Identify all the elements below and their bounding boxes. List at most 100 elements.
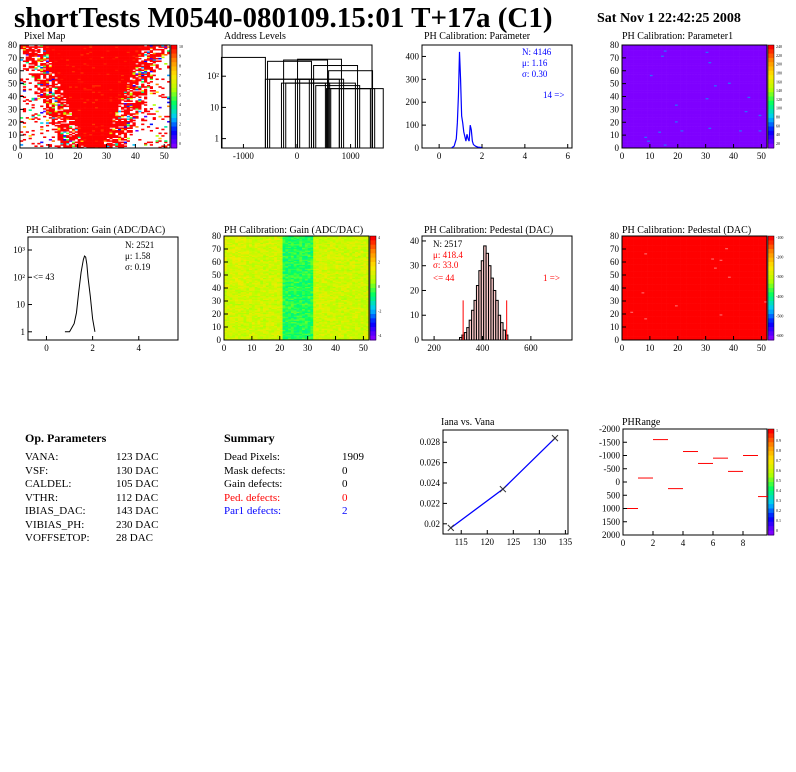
heat-cell [167,52,171,55]
heat-cell [152,61,156,64]
heat-cell [630,79,634,82]
heat-cell [48,66,53,69]
heat-cell [51,140,55,142]
heat-cell [638,66,642,69]
heat-cell [627,61,631,64]
heat-cell [112,96,116,99]
heat-cell [655,73,659,75]
heat-cell [63,87,67,90]
heat-cell [655,66,659,69]
heat-cell [51,46,55,48]
heat-cell [622,65,626,68]
heat-cell [672,140,676,142]
heat-cell [661,61,665,64]
heat-cell [138,87,142,90]
heat-cell [677,99,681,101]
heat-cell [74,124,78,127]
heat-cell [92,93,96,96]
heat-cell [624,54,628,56]
heat-cell [691,79,695,82]
heat-cell [686,111,690,114]
heat-cell [80,83,84,86]
heat-cell [95,105,99,108]
heat-cell [69,50,73,52]
heat-cell [649,140,653,142]
heat-cell [677,52,681,55]
heat-cell [118,60,122,63]
heat-cell [74,45,78,47]
heat-cell [688,101,693,104]
heat-cell [69,73,73,75]
heat-cell [669,136,673,138]
heat-cell [691,101,695,104]
heat-cell [43,55,47,57]
heat-cell [25,54,29,56]
heat-cell [630,108,634,110]
heat-cell [627,114,631,117]
heat-cell [666,47,670,50]
heat-cell [672,50,676,52]
heat-cell [649,114,653,117]
heat-cell [622,84,626,87]
heat-cell [103,70,107,73]
heat-cell [63,72,67,74]
heat-cell [647,87,651,90]
heat-cell [40,111,44,114]
heat-cell [624,119,628,122]
heat-cell [135,83,139,86]
heat-cell [622,117,626,119]
heat-cell [132,68,136,70]
heat-cell [126,104,130,106]
heat-cell [652,69,656,72]
heat-cell [146,64,151,66]
heat-cell [686,115,690,118]
heat-cell [666,100,670,102]
heat-cell [683,69,687,72]
heat-cell [141,75,145,78]
heat-cell [138,96,142,99]
heat-cell [92,129,96,132]
heat-cell [95,91,99,93]
heat-cell [57,101,61,104]
heat-cell [672,97,676,100]
heat-cell [624,140,628,142]
heat-cell [83,90,87,92]
heat-cell [641,131,645,133]
heat-cell [669,127,673,129]
heat-cell [647,129,651,132]
heat-cell [80,105,84,108]
heat-cell [109,100,113,102]
heat-cell [37,65,41,68]
heat-cell [663,92,667,95]
heat-cell [100,113,104,115]
heat-cell [95,96,99,99]
heat-cell [149,113,153,115]
heat-cell [74,86,78,88]
heat-cell [60,113,64,115]
heat-cell [54,104,58,106]
heat-cell [661,90,665,92]
heat-cell [106,96,110,99]
heat-cell [43,70,47,73]
heat-cell [635,66,640,69]
heat-cell [680,108,684,110]
heat-cell [74,133,78,136]
heat-cell [622,124,626,127]
heat-cell [688,46,693,48]
y-tick-label: 40 [8,92,18,102]
heat-cell [672,119,676,122]
heat-cell [123,114,128,117]
heat-cell [661,91,665,93]
heat-cell [624,137,628,140]
heat-cell [627,63,631,65]
heat-cell [118,100,122,102]
heat-cell [103,109,107,111]
heat-cell [674,90,679,92]
heat-cell [647,70,651,73]
heat-cell [92,97,96,100]
heat-cell [638,133,642,136]
heat-cell [144,70,148,73]
heat-cell [688,110,693,113]
heat-cell [34,75,38,78]
heat-cell [658,97,662,100]
